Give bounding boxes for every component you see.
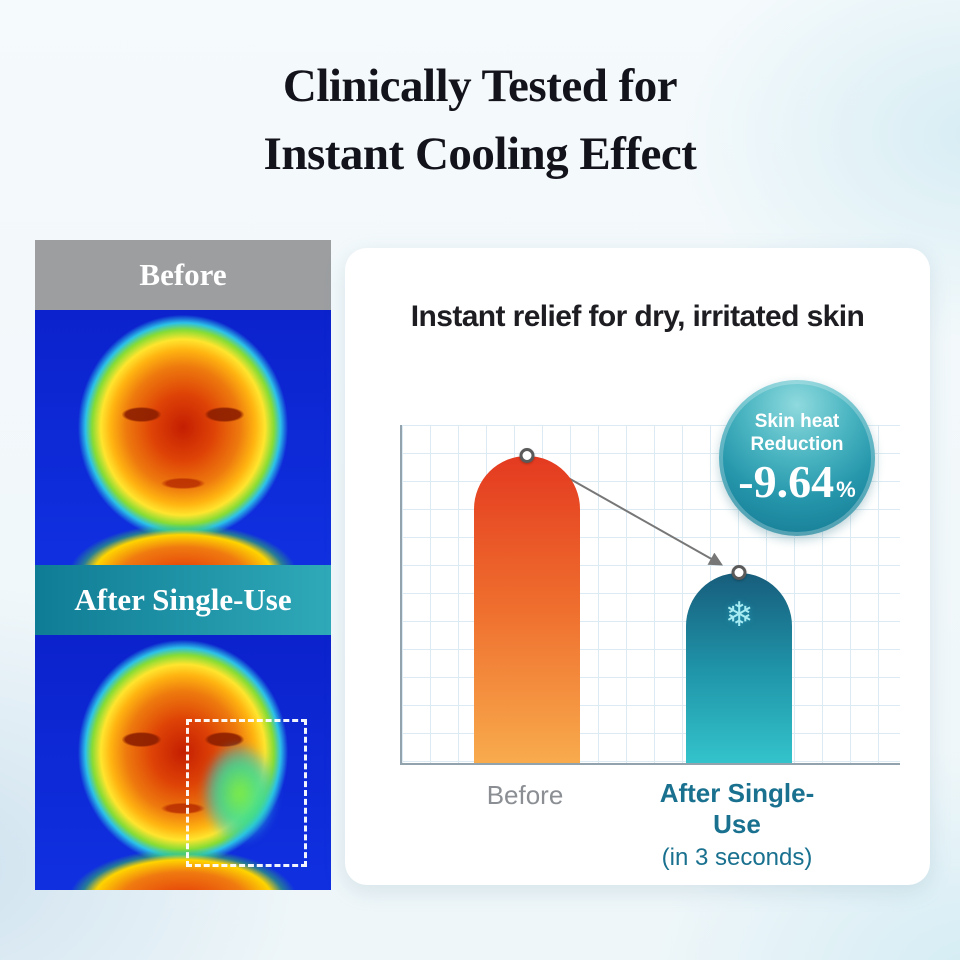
reduction-badge: Skin heat Reduction -9.64% [719,380,875,536]
xlabel-after-main: After Single-Use [659,778,815,839]
xlabel-after: After Single-Use (in 3 seconds) [641,778,834,872]
thermal-image-before [35,310,331,565]
results-card: Instant relief for dry, irritated skin ❄… [345,248,930,885]
badge-line2: Reduction [750,434,844,455]
cooling-area-highlight [200,742,278,845]
badge-value: -9.64 [738,455,835,507]
xlabel-before: Before [486,780,564,810]
page-title-line2: Instant Cooling Effect [263,128,697,181]
page-title-line1: Clinically Tested for [282,60,678,112]
badge-line1: Skin heat [754,411,840,433]
thermal-image-after [35,635,331,890]
snowflake-icon: ❄ [724,594,754,635]
highlight-dashed-box [185,719,308,868]
bar-top-marker [731,564,747,580]
after-header: After Single-Use [35,565,331,635]
badge-unit: % [836,476,856,502]
after-header-label: After Single-Use [74,582,292,617]
bar-top-marker [519,447,535,463]
badge-value-row: -9.64% [738,455,856,507]
bar-before [474,447,580,763]
page-title: Clinically Tested for Instant Cooling Ef… [0,52,960,188]
thermal-comparison-panel: Before After Single-Use [35,240,331,890]
xlabel-after-sub: (in 3 seconds) [661,844,813,871]
bar-after: ❄ [686,564,792,763]
before-header-label: Before [139,257,227,292]
before-header: Before [35,240,331,310]
card-heading: Instant relief for dry, irritated skin [410,300,865,333]
